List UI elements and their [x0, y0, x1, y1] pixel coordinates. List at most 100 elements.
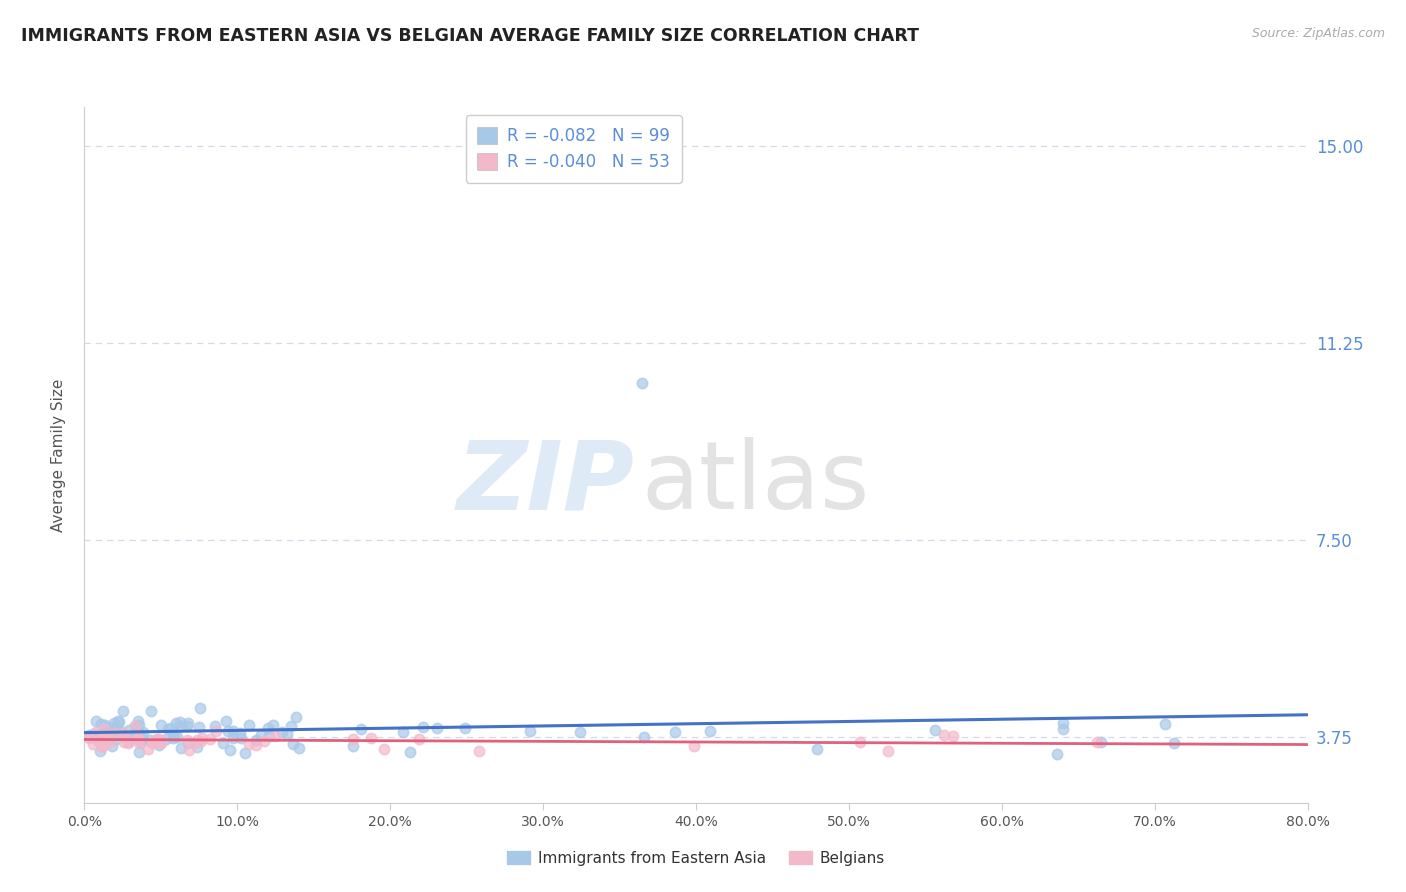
Point	[93, 731, 115, 746]
Y-axis label: Average Family Size: Average Family Size	[51, 378, 66, 532]
Point	[1052, 723, 1074, 737]
Point	[219, 743, 242, 757]
Point	[177, 743, 200, 757]
Point	[124, 719, 146, 733]
Point	[287, 740, 309, 755]
Point	[82, 727, 104, 741]
Point	[214, 714, 236, 728]
Point	[342, 732, 364, 747]
Point	[124, 718, 146, 732]
Point	[94, 732, 117, 747]
Point	[90, 739, 112, 753]
Point	[176, 732, 198, 747]
Text: atlas: atlas	[641, 437, 869, 529]
Point	[169, 714, 191, 729]
Point	[100, 739, 122, 754]
Point	[1163, 736, 1185, 750]
Point	[148, 738, 170, 752]
Point	[87, 733, 110, 747]
Point	[233, 746, 256, 760]
Point	[280, 719, 302, 733]
Point	[934, 728, 956, 742]
Point	[127, 732, 149, 747]
Point	[263, 729, 285, 743]
Point	[112, 725, 135, 739]
Point	[98, 720, 121, 734]
Point	[101, 729, 124, 743]
Point	[1154, 717, 1177, 731]
Point	[89, 744, 111, 758]
Text: Source: ZipAtlas.com: Source: ZipAtlas.com	[1251, 27, 1385, 40]
Point	[131, 731, 153, 745]
Point	[231, 731, 253, 745]
Point	[162, 731, 184, 745]
Point	[112, 735, 135, 749]
Point	[877, 744, 900, 758]
Point	[150, 736, 173, 750]
Point	[165, 715, 187, 730]
Point	[127, 731, 149, 746]
Point	[82, 737, 104, 751]
Point	[115, 731, 138, 746]
Point	[408, 732, 430, 747]
Point	[132, 724, 155, 739]
Point	[188, 701, 211, 715]
Point	[177, 715, 200, 730]
Point	[97, 725, 120, 739]
Point	[399, 745, 422, 759]
Point	[1090, 735, 1112, 749]
Point	[1052, 716, 1074, 731]
Point	[200, 731, 222, 746]
Point	[166, 730, 188, 744]
Point	[848, 735, 870, 749]
Point	[664, 724, 686, 739]
Point	[90, 717, 112, 731]
Point	[190, 734, 212, 748]
Point	[454, 722, 477, 736]
Point	[91, 732, 114, 747]
Point	[176, 719, 198, 733]
Point	[105, 732, 128, 747]
Point	[271, 724, 294, 739]
Point	[148, 732, 170, 747]
Point	[186, 739, 208, 754]
Point	[186, 732, 208, 747]
Point	[107, 714, 129, 729]
Point	[127, 714, 149, 728]
Point	[84, 714, 107, 728]
Point	[128, 718, 150, 732]
Point	[145, 732, 167, 747]
Point	[90, 739, 112, 754]
Point	[146, 732, 169, 747]
Point	[143, 735, 166, 749]
Point	[118, 723, 141, 738]
Point	[942, 729, 965, 743]
Point	[342, 739, 364, 753]
Point	[281, 737, 304, 751]
Point	[238, 718, 260, 732]
Point	[238, 737, 260, 751]
Point	[285, 710, 308, 724]
Point	[77, 730, 100, 744]
Point	[392, 724, 415, 739]
Point	[110, 724, 132, 739]
Point	[128, 736, 150, 750]
Point	[256, 722, 278, 736]
Legend: Immigrants from Eastern Asia, Belgians: Immigrants from Eastern Asia, Belgians	[501, 845, 891, 871]
Point	[467, 744, 489, 758]
Point	[141, 704, 163, 718]
Point	[204, 718, 226, 732]
Point	[77, 731, 100, 746]
Point	[569, 724, 592, 739]
Point	[107, 714, 129, 728]
Point	[253, 734, 276, 748]
Point	[170, 719, 193, 733]
Point	[699, 723, 721, 738]
Point	[187, 720, 209, 734]
Point	[112, 705, 135, 719]
Point	[98, 734, 121, 748]
Point	[160, 721, 183, 735]
Point	[141, 736, 163, 750]
Point	[183, 735, 205, 749]
Point	[221, 724, 243, 739]
